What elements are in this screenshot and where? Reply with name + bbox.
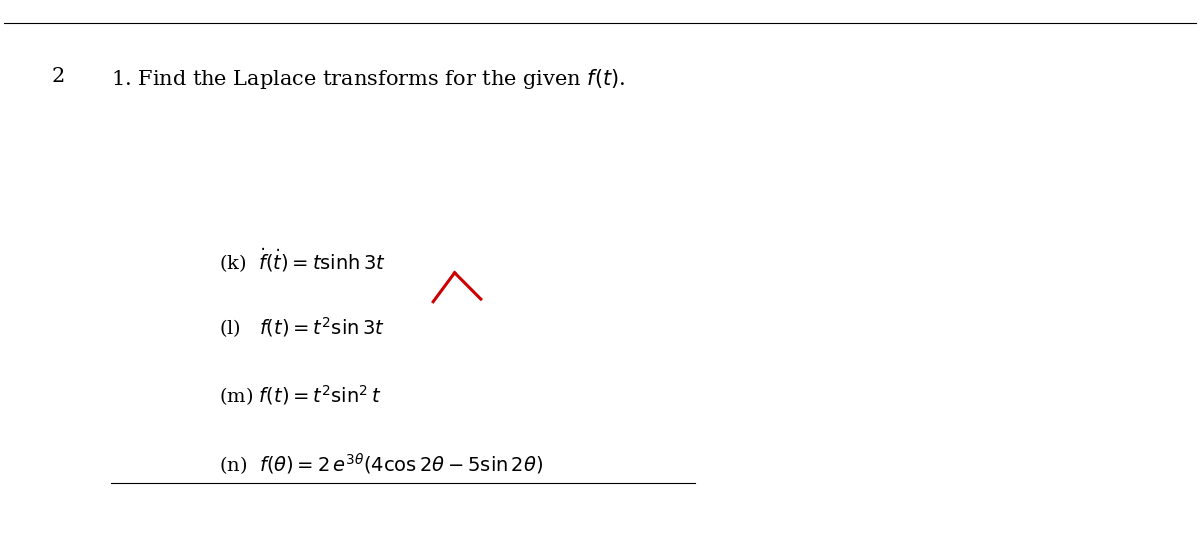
Text: (k)  $\dot{f}(\dot{t}) = t \sinh 3t$: (k) $\dot{f}(\dot{t}) = t \sinh 3t$ [218, 247, 385, 275]
Text: (l)   $f(t) = t^2 \sin 3t$: (l) $f(t) = t^2 \sin 3t$ [218, 315, 384, 340]
Text: (n)  $f(\theta) = 2\, e^{3\theta}(4 \cos 2\theta - 5 \sin 2\theta)$: (n) $f(\theta) = 2\, e^{3\theta}(4 \cos … [218, 452, 542, 478]
Text: 2: 2 [52, 67, 65, 86]
Text: 1. Find the Laplace transforms for the given $f(t)$.: 1. Find the Laplace transforms for the g… [112, 67, 626, 91]
Text: (m) $f(t) = t^2 \sin^2 t$: (m) $f(t) = t^2 \sin^2 t$ [218, 384, 382, 408]
